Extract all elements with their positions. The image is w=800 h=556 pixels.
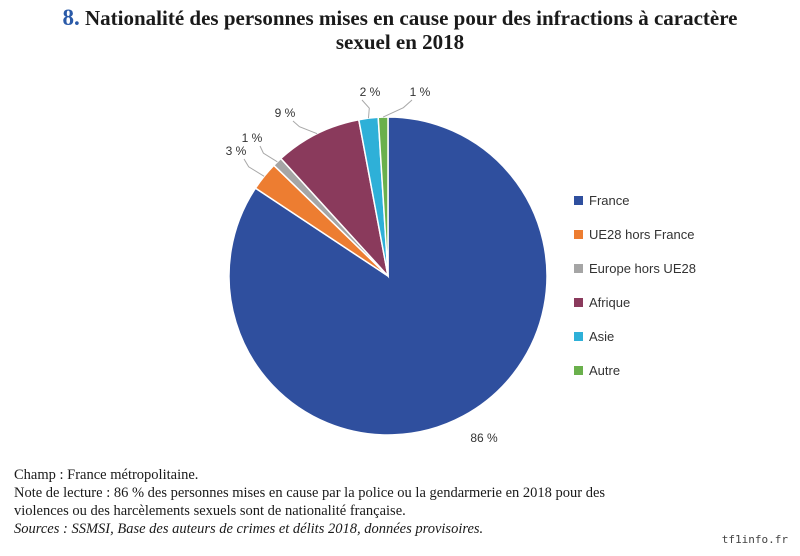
slice-label-autre: 1 % [410,85,431,99]
leader-line-ue28-hors-france [243,158,265,177]
slice-label-afrique: 9 % [275,106,296,120]
legend-label-europe-hors-ue28: Europe hors UE28 [589,261,696,276]
note-lecture-line-2: violences ou des harcèlements sexuels so… [14,503,406,519]
legend-swatch-europe-hors-ue28 [574,264,583,273]
legend-label-ue28-hors-france: UE28 hors France [589,227,695,242]
leader-line-afrique [292,120,318,135]
legend-label-asie: Asie [589,329,615,344]
note-lecture-line-1: Note de lecture : 86 % des personnes mis… [14,485,606,501]
legend-label-autre: Autre [589,363,621,378]
chart-title-text-1: Nationalité des personnes mises en cause… [85,6,738,30]
legend-label-france: France [589,193,630,208]
pie-slice-afrique [279,118,390,279]
chart-title-line-2: sexuel en 2018 [335,30,465,54]
legend-swatch-ue28-hors-france [574,230,583,239]
watermark: tf1info.fr [721,533,788,546]
legend-swatch-asie [574,332,583,341]
pie-slice-autre [377,116,389,277]
legend-label-afrique: Afrique [589,295,631,310]
legend-swatch-france [574,196,583,205]
chart-title: 8. Nationalité des personnes mises en ca… [20,5,780,55]
legend-item-france: France [574,192,696,209]
slice-label-europe-hors-ue28: 1 % [242,131,263,145]
leader-line-europe-hors-ue28 [259,145,278,163]
legend-item-europe-hors-ue28: Europe hors UE28 [574,260,696,277]
legend-item-ue28-hors-france: UE28 hors France [574,226,696,243]
chart-title-line-1: 8. Nationalité des personnes mises en ca… [20,5,780,31]
note-sources: Sources : SSMSI, Base des auteurs de cri… [14,521,484,537]
slice-label-ue28-hors-france: 3 % [226,144,247,158]
slice-label-asie: 2 % [360,85,381,99]
chart-number: 8. [62,5,80,30]
note-champ: Champ : France métropolitaine. [14,467,199,483]
legend-swatch-afrique [574,298,583,307]
chart-notes: Champ : France métropolitaine. Note de l… [14,466,784,538]
chart-legend: France UE28 hors France Europe hors UE28… [574,192,696,396]
legend-swatch-autre [574,366,583,375]
legend-item-afrique: Afrique [574,294,696,311]
legend-item-asie: Asie [574,328,696,345]
leader-line-autre [382,99,413,118]
leader-line-asie [361,99,370,119]
legend-item-autre: Autre [574,362,696,379]
slice-label-france: 86 % [470,431,498,445]
